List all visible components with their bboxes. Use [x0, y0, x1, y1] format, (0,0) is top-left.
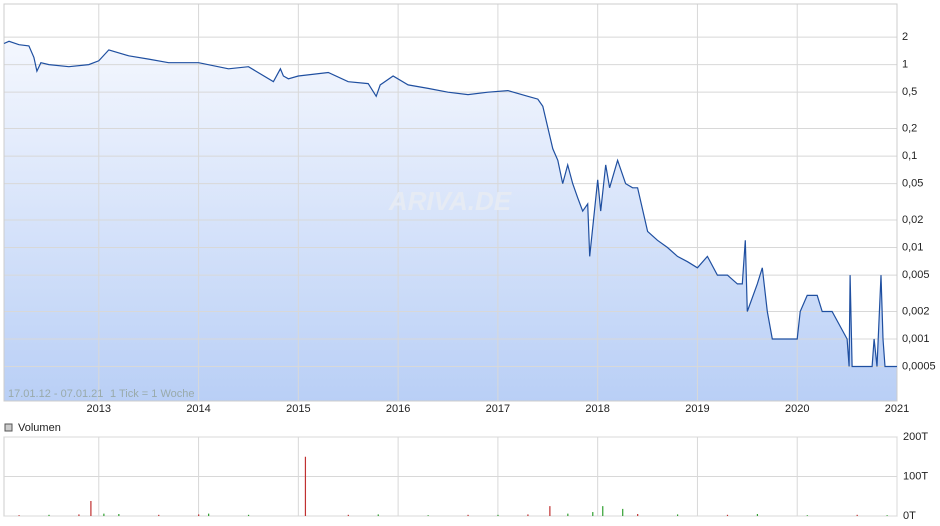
x-tick-label: 2013 — [87, 403, 111, 415]
y-tick-label: 1 — [902, 59, 908, 71]
volume-bar — [304, 456, 307, 516]
y-tick-label: 0T — [903, 510, 916, 522]
y-tick-label: 2 — [902, 31, 908, 43]
volume-bar — [103, 513, 105, 516]
volume-bar — [48, 514, 50, 516]
volume-bar — [118, 514, 120, 516]
volume-bar — [90, 500, 92, 516]
y-tick-label: 0,2 — [902, 122, 917, 134]
volume-bar — [676, 514, 679, 516]
volume-bar — [756, 514, 759, 516]
y-tick-label: 0,0005 — [902, 360, 936, 372]
y-tick-label: 0,02 — [902, 214, 923, 226]
volume-bar — [622, 508, 624, 516]
watermark: ARIVA.DE — [388, 186, 512, 216]
y-tick-label: 0,001 — [902, 333, 930, 345]
x-tick-label: 2021 — [885, 403, 909, 415]
volume-bar — [637, 514, 639, 516]
x-tick-label: 2015 — [286, 403, 310, 415]
volume-bar — [549, 506, 551, 516]
y-tick-label: 0,005 — [902, 269, 930, 281]
x-tick-label: 2020 — [785, 403, 809, 415]
y-tick-label: 100T — [903, 470, 928, 482]
volume-bar — [886, 515, 888, 516]
x-tick-label: 2019 — [685, 403, 709, 415]
volume-bar — [527, 514, 529, 516]
legend-label: Volumen — [18, 422, 61, 434]
volume-bar — [592, 512, 594, 516]
y-tick-label: 0,002 — [902, 305, 930, 317]
volume-bar — [602, 506, 604, 516]
y-tick-label: 0,01 — [902, 241, 923, 253]
y-tick-label: 0,5 — [902, 86, 917, 98]
volume-bar — [158, 514, 160, 516]
x-tick-label: 2017 — [486, 403, 510, 415]
x-tick-label: 2016 — [386, 403, 410, 415]
volume-bar — [497, 514, 499, 516]
legend-swatch — [4, 423, 13, 432]
area — [4, 41, 897, 402]
volume-bar — [208, 513, 210, 516]
tick-note: 1 Tick = 1 Woche — [110, 388, 194, 400]
y-tick-label: 0,05 — [902, 178, 923, 190]
volume-bar — [18, 515, 20, 516]
volume-bar — [377, 514, 379, 516]
volume-bar — [427, 515, 429, 516]
plot-frame — [3, 3, 898, 402]
volume-bar — [726, 514, 729, 516]
volume-bar — [806, 515, 808, 516]
volume-bar — [567, 513, 569, 516]
price-line — [3, 40, 897, 368]
volume-bar — [247, 514, 250, 516]
volume-bar — [78, 514, 80, 516]
y-tick-label: 0,1 — [902, 150, 917, 162]
volume-bar — [347, 514, 349, 516]
y-tick-label: 200T — [903, 431, 928, 443]
x-tick-label: 2014 — [186, 403, 210, 415]
date-range: 17.01.12 - 07.01.21 — [8, 388, 103, 400]
volume-bar — [856, 514, 858, 516]
volume-bar — [467, 514, 469, 516]
volume-bar — [198, 514, 200, 516]
x-tick-label: 2018 — [585, 403, 609, 415]
